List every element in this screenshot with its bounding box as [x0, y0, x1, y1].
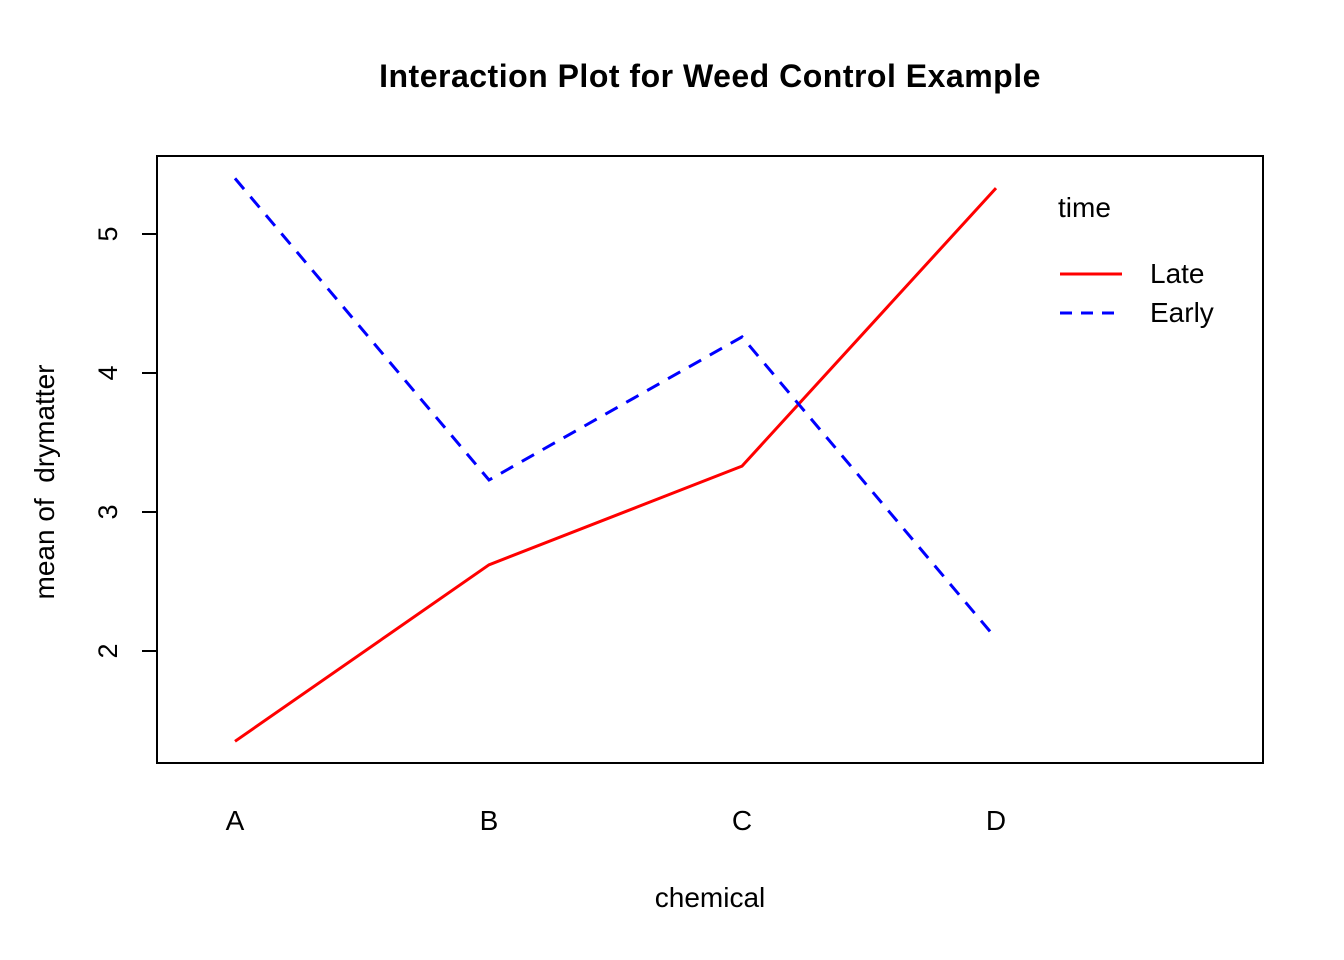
- y-tick-label: 5: [93, 226, 123, 241]
- x-category-label: A: [226, 805, 245, 836]
- legend-line-samples: [1060, 272, 1122, 315]
- y-tick-label: 3: [93, 504, 123, 519]
- y-tick-label: 4: [93, 365, 123, 380]
- chart-title: Interaction Plot for Weed Control Exampl…: [379, 58, 1041, 94]
- x-category-label: B: [480, 805, 499, 836]
- late-series-line: [234, 187, 998, 743]
- x-category-label: C: [732, 805, 752, 836]
- x-axis-title: chemical: [654, 882, 766, 913]
- y-axis: 2 3 4 5: [93, 226, 157, 659]
- y-axis-title: mean of drymatter: [29, 364, 60, 600]
- plot-border: [156, 155, 1264, 764]
- legend-label-late: Late: [1150, 258, 1205, 289]
- y-tick-label: 2: [93, 643, 123, 658]
- x-axis: A B C D: [226, 805, 1006, 836]
- data-series: [233, 177, 998, 743]
- legend-label-early: Early: [1150, 297, 1214, 328]
- legend-title: time: [1058, 192, 1111, 223]
- x-category-label: D: [986, 805, 1006, 836]
- early-series-line: [233, 177, 998, 640]
